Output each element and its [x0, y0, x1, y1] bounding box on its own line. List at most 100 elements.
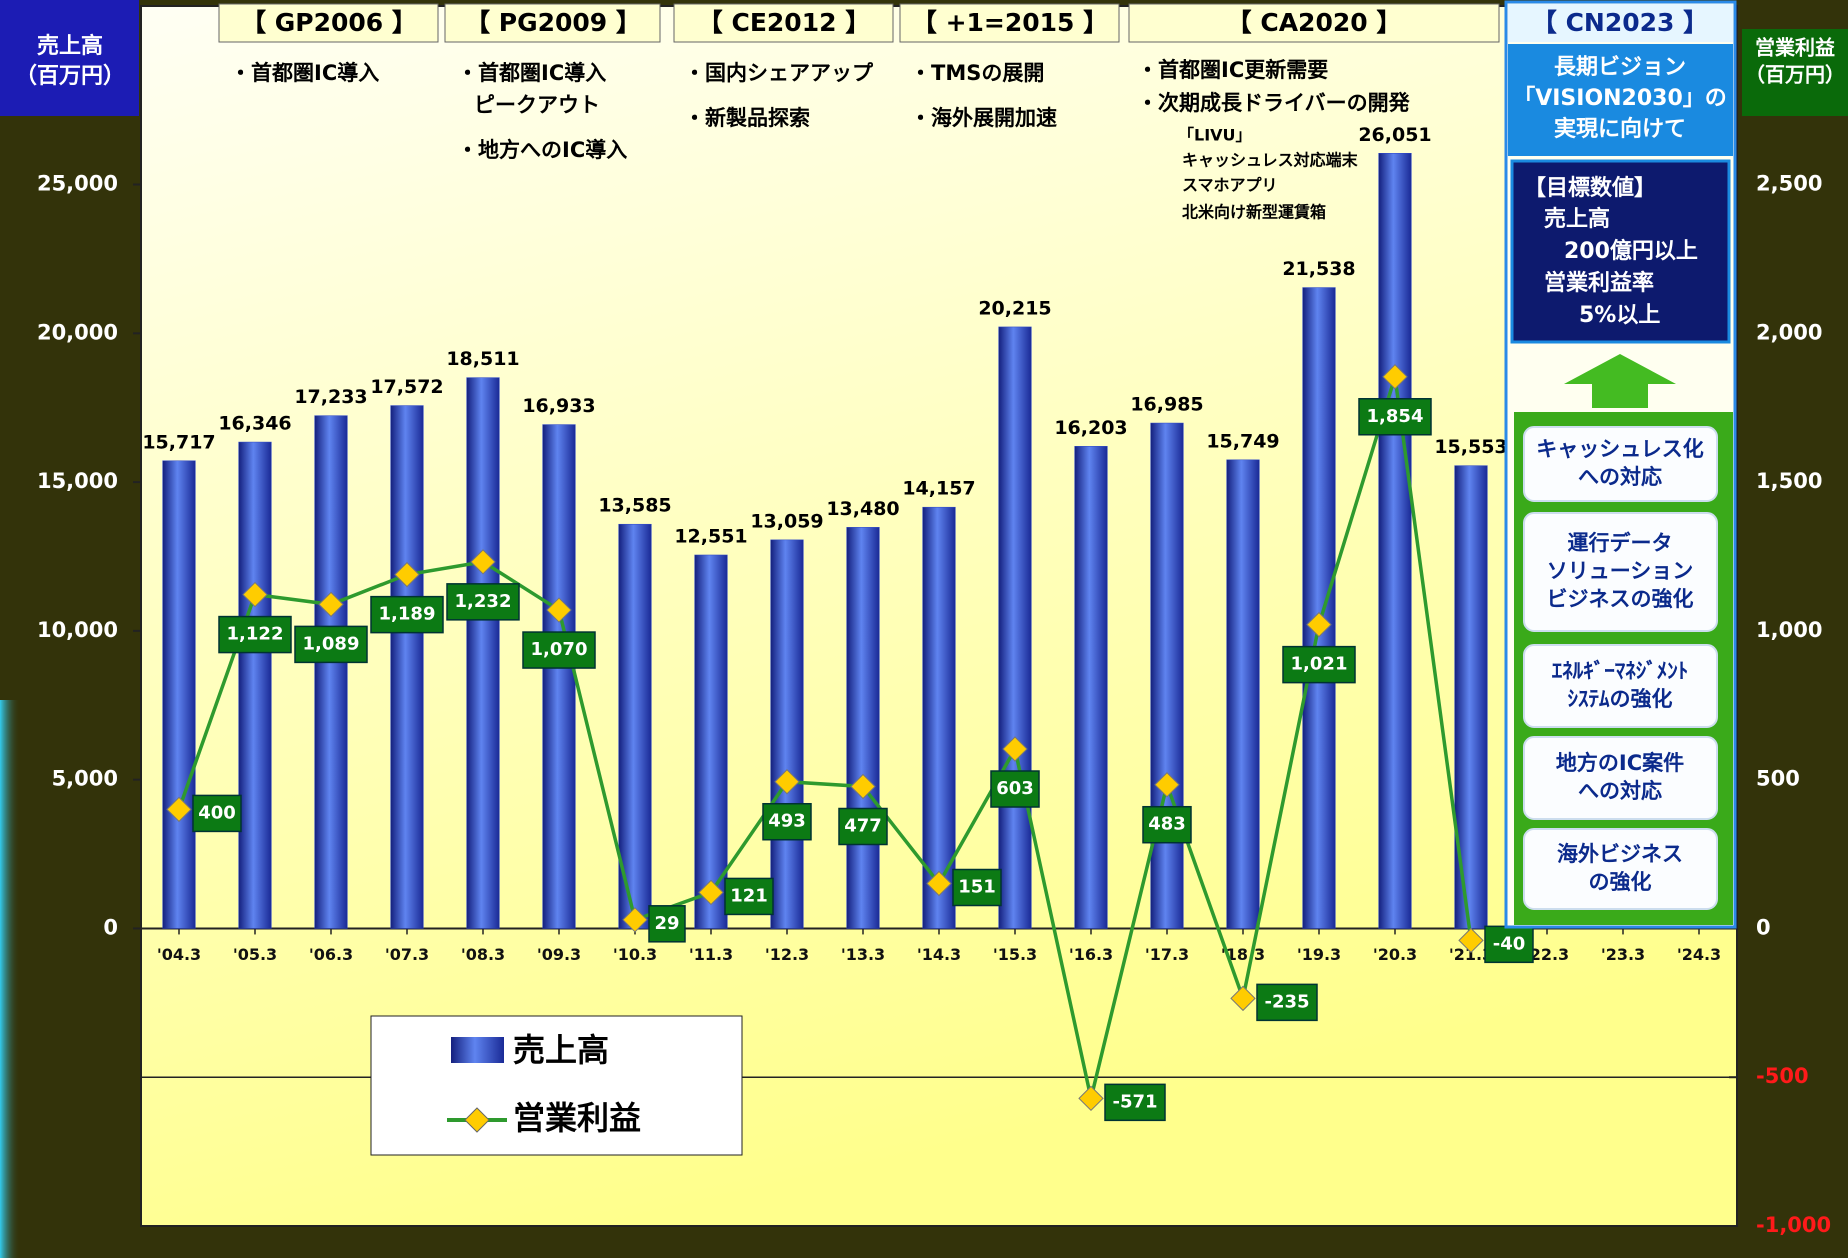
bar	[1074, 446, 1108, 929]
phase-title: 【 CA2020 】	[1227, 8, 1402, 37]
vision-line: 実現に向けて	[1554, 116, 1686, 142]
bar-value-label: 15,749	[1206, 430, 1279, 452]
point-label-bg	[1484, 925, 1534, 964]
phase-item: ・国内シェアアップ	[684, 61, 874, 85]
vision-line: 「VISION2030」の	[1513, 86, 1727, 111]
bar	[314, 415, 348, 929]
phase-item: ・首都圏IC導入	[230, 61, 379, 85]
arrow	[1564, 354, 1676, 408]
x-tick-label: '08.3	[461, 945, 505, 964]
point-value-label: 1,021	[1291, 654, 1348, 675]
bar-value-label: 26,051	[1358, 124, 1431, 146]
point-label-bg	[952, 868, 1002, 907]
point-value-label: 1,089	[303, 633, 360, 654]
bar-value-label: 13,585	[598, 495, 671, 517]
bar-value-label: 16,203	[1054, 417, 1127, 439]
bar	[238, 441, 272, 929]
y2-tick-label: 2,500	[1756, 172, 1822, 196]
point-label-bg	[522, 631, 596, 669]
x-tick-label: '15.3	[993, 945, 1037, 964]
y-label-box	[0, 0, 139, 116]
phase-subitem: スマホアプリ	[1182, 176, 1278, 195]
bar	[1150, 422, 1184, 929]
bar-value-label: 20,215	[978, 297, 1051, 319]
phase-title: 【 PG2009 】	[465, 8, 641, 37]
phase-subitem: キャッシュレス対応端末	[1182, 151, 1359, 170]
point-value-label: 477	[844, 816, 882, 837]
point-value-label: 1,122	[227, 624, 284, 645]
point-label-bg	[1104, 1083, 1166, 1122]
y-label: （百万円）	[15, 64, 125, 89]
x-tick-label: '04.3	[157, 945, 201, 964]
x-tick-label: '21.3	[1449, 945, 1493, 964]
phase-box	[899, 3, 1120, 43]
bar-value-label: 18,511	[446, 348, 519, 370]
point-label-bg	[1282, 645, 1356, 684]
x-tick-label: '09.3	[537, 945, 581, 964]
strategy-text: 海外ビジネス	[1557, 842, 1683, 866]
y2-tick-label: -1,000	[1756, 1213, 1831, 1237]
bar	[162, 460, 196, 929]
point-label-bg	[1142, 805, 1192, 844]
point-value-label: 603	[996, 778, 1034, 799]
phase-item: ・新製品探索	[684, 106, 810, 130]
phase-title: 【 CE2012 】	[698, 8, 870, 37]
target-box	[1510, 159, 1731, 344]
x-tick-label: '14.3	[917, 945, 961, 964]
target-line: 5%以上	[1579, 303, 1660, 328]
bar-value-label: 21,538	[1282, 258, 1355, 280]
legend-swatch	[464, 1107, 490, 1133]
bar-value-label: 16,985	[1130, 394, 1203, 416]
marker	[622, 907, 648, 933]
bar	[694, 554, 728, 929]
marker	[1230, 985, 1256, 1012]
y-tick-label: 10,000	[37, 618, 118, 642]
target-line: 売上高	[1544, 206, 1610, 232]
bar	[542, 424, 576, 929]
plot: 0 5,000 10,000 15,000 20,000 25,000 -1,000 -500…	[37, 124, 1831, 1237]
phase-box	[673, 3, 894, 43]
marker	[1382, 364, 1408, 390]
point-value-label: 1,189	[379, 604, 436, 625]
legend-label: 売上高	[513, 1031, 609, 1069]
point-label-bg	[294, 625, 368, 664]
marker	[242, 581, 268, 608]
target-line: 【目標数値】	[1524, 175, 1656, 201]
marker	[394, 561, 420, 588]
strategy-text: 運行データ	[1568, 531, 1673, 555]
x-tick-label: '05.3	[233, 945, 277, 964]
point-label-bg	[446, 583, 520, 621]
bar	[466, 377, 500, 929]
vision-title-box	[1508, 4, 1733, 42]
bar-value-label: 12,551	[674, 525, 747, 547]
legend-swatch	[451, 1037, 504, 1063]
x-tick-label: '16.3	[1069, 945, 1113, 964]
x-tick-label: '24.3	[1677, 945, 1721, 964]
phase-item: ・TMSの展開	[910, 61, 1044, 85]
bar-value-label: 17,233	[294, 386, 367, 408]
point-value-label: 483	[1148, 814, 1186, 835]
strategy-box	[1523, 828, 1718, 910]
strategy-box	[1523, 736, 1718, 820]
marker	[1458, 927, 1484, 954]
point-value-label: 493	[768, 811, 806, 832]
legend-label: 営業利益	[513, 1099, 641, 1137]
point-value-label: 1,854	[1367, 406, 1424, 427]
y2-tick-label: 1,500	[1756, 469, 1822, 493]
bar-value-label: 13,480	[826, 498, 899, 520]
y2-label: （百万円）	[1745, 63, 1845, 87]
phase-item: ピークアウト	[474, 93, 600, 117]
bar	[998, 326, 1032, 929]
y2-tick-label: 0	[1756, 915, 1771, 939]
strategy-text: ｼｽﾃﾑの強化	[1568, 687, 1673, 711]
marker	[1002, 736, 1028, 762]
y2-label-box	[1742, 29, 1848, 116]
bar	[1226, 459, 1260, 929]
point-value-label: 29	[654, 913, 679, 934]
y2-tick-label: 1,000	[1756, 618, 1822, 642]
strategy-text: ソリューション	[1547, 559, 1694, 583]
legend-box	[370, 1015, 743, 1156]
vision-title: 【 CN2023 】	[1532, 8, 1708, 37]
strategy-text: 地方のIC案件	[1556, 751, 1684, 775]
marker	[698, 879, 724, 906]
